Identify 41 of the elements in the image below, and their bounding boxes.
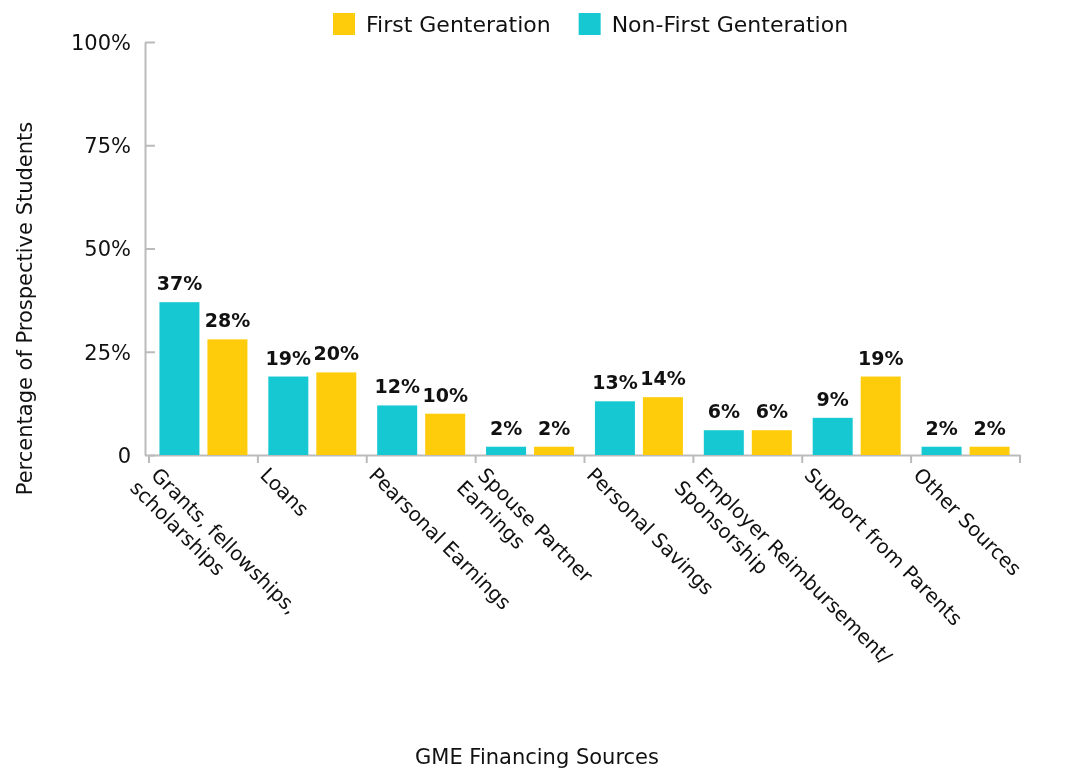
x-axis-title: GME Financing Sources (415, 745, 659, 769)
bar (316, 372, 357, 455)
bar (594, 401, 635, 455)
bar (534, 446, 575, 455)
data-label: 10% (422, 383, 468, 406)
data-label: 6% (707, 400, 740, 423)
data-label: 13% (592, 371, 638, 394)
data-label: 6% (755, 400, 788, 423)
y-tick-label: 75% (84, 134, 131, 159)
data-label: 19% (265, 346, 312, 369)
data-label: 2% (537, 416, 571, 439)
y-tick-label: 25% (84, 340, 131, 365)
bar (377, 405, 418, 455)
data-label: 37% (156, 272, 203, 295)
data-label: 20% (313, 342, 360, 365)
data-label: 2% (489, 416, 523, 439)
y-tick-label: 50% (84, 237, 131, 262)
bar (207, 339, 248, 455)
bar (486, 446, 527, 455)
data-label: 28% (204, 309, 251, 332)
data-label: 14% (640, 367, 686, 390)
bar (812, 417, 853, 455)
bar (969, 446, 1010, 455)
bar (159, 302, 200, 455)
y-tick-label: 0 (117, 443, 131, 468)
bar (642, 397, 683, 455)
bar (921, 446, 962, 455)
legend-label: Non-First Genteration (611, 12, 849, 37)
bar (703, 430, 744, 455)
data-label: 12% (374, 375, 420, 398)
bar (860, 376, 901, 455)
data-label: 19% (857, 346, 904, 369)
legend-label: First Genteration (366, 12, 551, 37)
data-label: 9% (816, 387, 849, 410)
bar (751, 430, 792, 455)
data-label: 2% (925, 416, 958, 439)
y-tick-label: 100% (70, 30, 131, 55)
bar (268, 376, 309, 455)
y-axis-title: Percentage of Prospective Students (13, 121, 37, 496)
data-label: 2% (973, 416, 1006, 439)
bar (425, 413, 466, 455)
